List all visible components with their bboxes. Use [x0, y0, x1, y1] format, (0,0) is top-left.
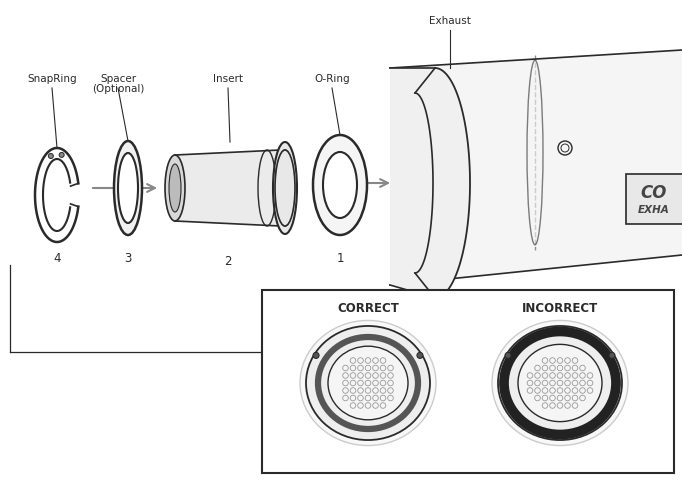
FancyBboxPatch shape	[626, 174, 682, 224]
Text: SnapRing: SnapRing	[27, 74, 77, 84]
Text: Spacer: Spacer	[100, 74, 136, 84]
Ellipse shape	[313, 135, 367, 235]
Circle shape	[313, 352, 319, 359]
Ellipse shape	[518, 344, 602, 421]
Polygon shape	[390, 68, 470, 298]
Text: 3: 3	[124, 252, 132, 265]
Ellipse shape	[492, 321, 628, 445]
Ellipse shape	[169, 164, 181, 212]
Ellipse shape	[498, 326, 622, 440]
Text: O-Ring: O-Ring	[314, 74, 350, 84]
Ellipse shape	[275, 150, 295, 226]
Text: 1: 1	[336, 252, 344, 265]
Polygon shape	[175, 150, 280, 226]
Text: Exhaust: Exhaust	[429, 16, 471, 26]
Ellipse shape	[114, 141, 142, 235]
Ellipse shape	[328, 346, 408, 420]
Circle shape	[59, 153, 64, 157]
Circle shape	[609, 352, 615, 359]
Circle shape	[558, 141, 572, 155]
Text: CORRECT: CORRECT	[337, 302, 399, 315]
Bar	[262, 290, 674, 473]
Ellipse shape	[273, 142, 297, 234]
Ellipse shape	[165, 155, 185, 221]
Ellipse shape	[276, 150, 294, 226]
Circle shape	[48, 154, 53, 158]
Text: EXHA: EXHA	[638, 205, 670, 215]
Ellipse shape	[323, 152, 357, 218]
Text: Insert: Insert	[213, 74, 243, 84]
Text: CO: CO	[641, 184, 667, 202]
Circle shape	[417, 352, 423, 359]
Text: INCORRECT: INCORRECT	[522, 302, 598, 315]
Circle shape	[561, 144, 569, 152]
Ellipse shape	[527, 60, 543, 245]
Text: 4: 4	[53, 252, 61, 265]
Ellipse shape	[300, 321, 436, 445]
Ellipse shape	[306, 326, 430, 440]
Text: 2: 2	[224, 255, 232, 268]
Text: (Optional): (Optional)	[92, 84, 144, 94]
Ellipse shape	[118, 153, 138, 223]
Circle shape	[505, 352, 511, 359]
Polygon shape	[390, 50, 682, 285]
